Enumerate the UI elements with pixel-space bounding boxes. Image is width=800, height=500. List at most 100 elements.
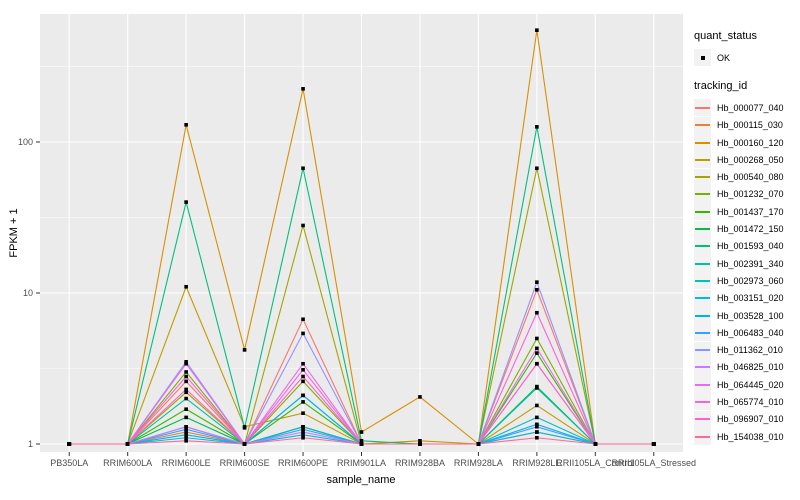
legend-line-icon [695,297,710,300]
legend-line-icon [695,331,710,334]
x-tick-label: RRIM901LA [337,458,386,468]
legend-key-swatch [694,358,711,376]
legend-entry-label: Hb_000077_040 [717,102,784,113]
data-point-marker [242,426,247,430]
x-axis-title: sample_name [326,474,396,486]
data-point-marker [301,430,305,434]
legend-key-swatch [694,289,711,307]
legend-entry-Hb_002391_340: Hb_002391_340 [694,255,798,273]
x-tick-label: RRIM928LA [454,458,503,468]
data-point-marker [301,379,305,384]
data-point-marker [359,442,364,446]
legend-entry-label: Hb_003151_020 [717,293,784,304]
legend-line-icon [695,210,710,213]
data-point-marker [242,348,247,352]
legend-entry-Hb_154038_010: Hb_154038_010 [694,428,798,446]
legend-quant-status-rows: OK [694,49,798,67]
legend-entry-label: Hb_002391_340 [717,258,784,269]
data-point-marker [535,280,539,284]
data-point-marker [535,386,539,390]
legend-line-icon [695,383,710,386]
data-point-marker [535,125,539,129]
legend-line-icon [695,279,710,282]
data-point-marker [535,435,539,440]
data-point-marker [535,288,539,292]
data-point-marker [535,415,539,420]
legend-entry-Hb_002973_060: Hb_002973_060 [694,272,798,290]
legend-key-swatch [694,307,711,324]
legend-tracking-id-title: tracking_id [694,80,748,93]
legend-line-icon [695,400,710,403]
data-point-marker [184,415,188,420]
data-point-marker [535,28,539,33]
legend-entry-Hb_000268_050: Hb_000268_050 [694,151,798,169]
legend-key-swatch [694,185,711,203]
legend-entry-Hb_065774_010: Hb_065774_010 [694,393,798,411]
quant-status-key [694,49,711,67]
legend-line-icon [695,418,710,421]
legend-line-icon [695,435,710,438]
data-point-marker [535,424,539,429]
legend-entry-label: Hb_002973_060 [717,275,784,286]
legend-entry-label: Hb_006483_040 [717,327,784,338]
legend-key-swatch [694,151,711,169]
legend-entry-Hb_001437_170: Hb_001437_170 [694,203,798,221]
data-point-marker [535,336,539,341]
legend-key-swatch [694,255,711,273]
legend-key-swatch [694,134,711,152]
data-point-marker [184,435,188,440]
data-point-marker [301,427,305,432]
data-point-marker [301,374,305,379]
legend-entry-Hb_064445_020: Hb_064445_020 [694,376,798,394]
x-tick-label: RRII105LA_Control [556,458,634,468]
legend-key-swatch [694,393,711,411]
legend-entry-label: Hb_154038_010 [717,431,784,442]
legend-entry-label: Hb_046825_010 [717,362,784,373]
legend-key-swatch [694,428,711,446]
legend-entry-Hb_000540_080: Hb_000540_080 [694,168,798,186]
legend-key-swatch [694,237,711,255]
legend-entry-label: Hb_001437_170 [717,206,784,217]
data-point-marker [67,442,72,446]
data-point-marker [418,442,422,446]
x-tick-label: RRIM928LE [512,458,561,468]
legend-entry-label: Hb_003528_100 [717,310,784,321]
legend-line-icon [695,366,710,369]
x-tick-label: RRIM600LE [162,458,211,468]
legend-line-icon [695,245,710,248]
legend-quant-status-title: quant_status [694,30,757,42]
x-tick-label: RRIM600SE [220,458,270,468]
legend-entry-label: Hb_064445_020 [717,379,784,390]
legend-key-swatch [694,376,711,394]
data-point-marker [301,433,305,437]
legend-entry-label: Hb_001232_070 [717,189,784,200]
data-point-marker [301,368,305,372]
data-point-marker [301,87,305,91]
legend-key-swatch [694,99,711,117]
legend-line-icon [695,349,710,352]
data-point-marker [301,393,305,398]
legend-key-swatch [694,203,711,221]
data-point-marker [242,442,247,446]
legend-entry-label: Hb_011362_010 [717,345,783,356]
legend-entry-Hb_011362_010: Hb_011362_010 [694,341,798,359]
data-point-marker [418,439,422,443]
legend-line-icon [695,176,710,179]
legend-tracking-id-rows: Hb_000077_040 Hb_000115_030 Hb_000160_120 H… [694,99,798,446]
legend-line-icon [695,158,710,161]
x-tick-label: RRII105LA_Stressed [611,458,696,468]
legend-entry-Hb_096907_010: Hb_096907_010 [694,410,798,428]
legend-entry-Hb_000077_040: Hb_000077_040 [694,99,798,117]
y-tick-label: 10 [23,288,33,298]
data-point-marker [184,379,188,384]
legend-tracking-id-block: tracking_id Hb_000077_040 Hb_000115_030 Hb… [694,80,798,446]
data-point-marker [184,284,188,289]
legend-key-swatch [694,324,711,342]
legend-entry-label: Hb_000540_080 [717,172,784,183]
data-point-marker [184,427,188,432]
data-point-marker [184,361,188,366]
legend-line-icon [695,106,710,109]
data-point-marker [184,407,188,412]
legend-entry-Hb_001232_070: Hb_001232_070 [694,185,798,203]
